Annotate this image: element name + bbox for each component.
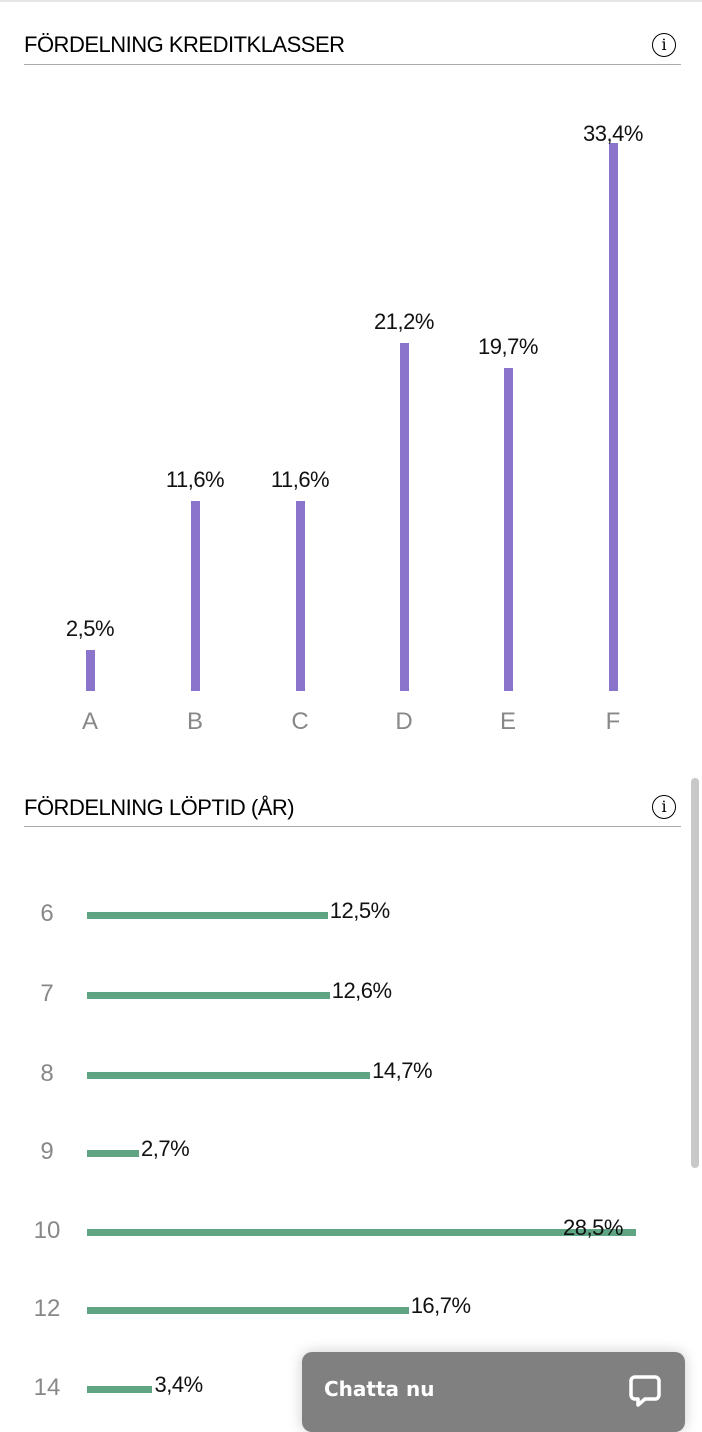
tick-label: 8	[40, 1060, 54, 1087]
credit-class-title: FÖRDELNING KREDITKLASSER	[24, 32, 345, 57]
section-divider	[24, 826, 681, 827]
tick-label: 12	[33, 1295, 61, 1322]
chat-label: Chatta nu	[324, 1377, 435, 1401]
bar-D	[399, 343, 409, 691]
tick-label: D	[395, 708, 413, 735]
data-label: 14,7%	[372, 1058, 433, 1083]
tick-label: F	[605, 708, 621, 735]
tick-label: 9	[40, 1138, 54, 1165]
bar-14	[87, 1386, 153, 1393]
bar-A	[85, 649, 95, 691]
tick-label: C	[291, 708, 309, 735]
bar-B	[190, 500, 200, 691]
bar-F	[608, 143, 618, 691]
chat-button[interactable]: Chatta nu	[302, 1352, 685, 1432]
data-label: 2,5%	[65, 615, 115, 641]
bar-8	[87, 1072, 371, 1079]
data-label: 28,5%	[563, 1215, 623, 1240]
tick-label: 6	[40, 900, 54, 927]
chat-bubble-icon	[629, 1375, 661, 1407]
tick-label: 7	[40, 980, 54, 1007]
top-divider	[0, 0, 702, 2]
tick-label: E	[499, 708, 516, 735]
bar-12	[87, 1307, 409, 1314]
bar-E	[503, 367, 513, 691]
info-icon[interactable]: i	[652, 33, 676, 57]
scrollbar[interactable]	[691, 778, 699, 1168]
bar-9	[87, 1150, 139, 1157]
data-label: 3,4%	[154, 1372, 203, 1397]
data-label: 11,6%	[165, 466, 225, 492]
info-icon[interactable]: i	[652, 795, 676, 819]
bar-10	[87, 1229, 636, 1236]
tick-label: A	[81, 708, 98, 735]
section-divider	[24, 64, 681, 65]
data-label: 19,7%	[478, 333, 538, 359]
data-label: 33,4%	[583, 121, 643, 146]
maturity-title: FÖRDELNING LÖPTID (ÅR)	[24, 795, 295, 820]
tick-label: 10	[33, 1217, 61, 1244]
tick-label: B	[186, 708, 203, 735]
data-label: 16,7%	[410, 1293, 471, 1318]
bar-7	[87, 992, 330, 999]
data-label: 12,5%	[329, 898, 390, 923]
data-label: 21,2%	[374, 309, 434, 335]
data-label: 11,6%	[270, 466, 330, 492]
bar-C	[295, 500, 305, 691]
data-label: 12,6%	[331, 978, 392, 1003]
bar-6	[87, 912, 328, 919]
data-label: 2,7%	[141, 1136, 190, 1161]
tick-label: 14	[33, 1374, 61, 1401]
